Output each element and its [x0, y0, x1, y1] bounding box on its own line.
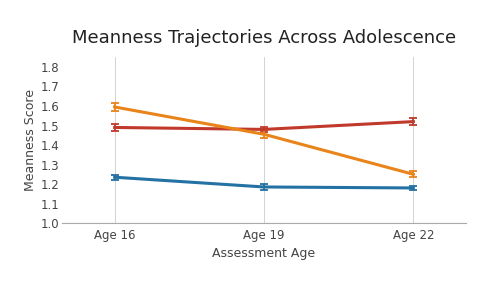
X-axis label: Assessment Age: Assessment Age [213, 247, 315, 260]
Title: Meanness Trajectories Across Adolescence: Meanness Trajectories Across Adolescence [72, 29, 456, 47]
Y-axis label: Meanness Score: Meanness Score [24, 89, 36, 191]
Legend: high,increasing, high,decreasing, low,decreasing: high,increasing, high,decreasing, low,de… [65, 282, 463, 286]
